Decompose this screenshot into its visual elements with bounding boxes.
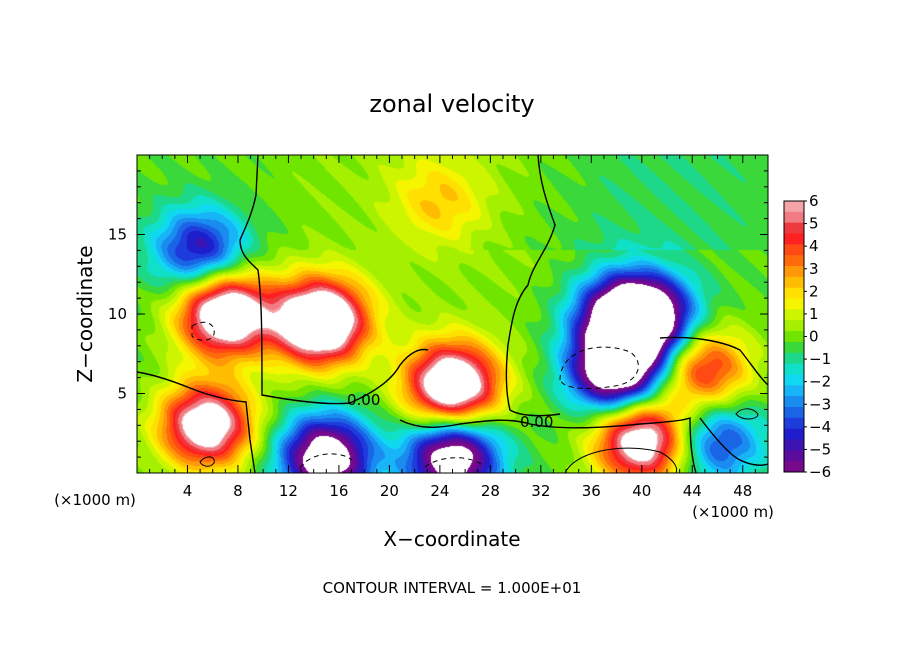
colorbar-label: −5 (809, 440, 831, 458)
zero-contour-right-lower (699, 417, 768, 466)
colorbar-segment (784, 439, 804, 451)
colorbar-label: −6 (809, 463, 831, 481)
x-tick-label: 48 (733, 482, 752, 500)
x-axis-title: X−coordinate (383, 527, 520, 551)
colorbar-label: 0 (809, 328, 819, 346)
colorbar-segment (784, 352, 804, 365)
colorbar-segment (784, 385, 804, 397)
colorbar-label: 6 (809, 192, 819, 210)
colorbar-segment (784, 406, 804, 419)
colorbar-segment (784, 298, 804, 310)
colorbar-label: 2 (809, 282, 819, 300)
dashed-contour-right (559, 346, 639, 389)
colorbar-label: 4 (809, 237, 819, 255)
zero-contour-upper-left (239, 155, 429, 405)
contour-label-2: 0.00 (520, 413, 553, 431)
colorbar-segment (784, 417, 804, 430)
x-tick-label: 20 (380, 482, 399, 500)
zero-contour-left (137, 371, 256, 473)
colorbar-segment (784, 363, 804, 375)
contour-label-1: 0.00 (347, 391, 380, 409)
y-axis-title: Z−coordinate (73, 245, 97, 382)
colorbar: 6 5 4 3 2 1 0 −1 −2 −3 −4 −5 −6 (783, 192, 831, 481)
y-axis: 5 10 15 (108, 170, 768, 458)
colorbar-segment (784, 450, 804, 462)
colorbar-segment (784, 244, 804, 256)
colorbar-segment (784, 276, 804, 289)
colorbar-segment (784, 341, 804, 354)
x-tick-label: 28 (481, 482, 500, 500)
colorbar-label: 5 (809, 215, 819, 233)
colorbar-label: 3 (809, 260, 819, 278)
zero-contour-mid-right (505, 155, 561, 417)
colorbar-segment (784, 428, 804, 440)
colorbar-segment (784, 201, 804, 213)
x-tick-label: 16 (329, 482, 348, 500)
x-tick-label: 44 (683, 482, 702, 500)
colorbar-segment (784, 255, 804, 267)
dashed-contour-left (191, 321, 215, 341)
contour-lines (137, 155, 768, 473)
x-tick-label: 24 (430, 482, 449, 500)
x-axis: 4 8 12 16 20 24 28 32 36 40 44 48 (149, 155, 756, 500)
colorbar-segment (784, 222, 804, 235)
dashed-contour-mid-left (299, 453, 353, 469)
x-axis-unit-left: (×1000 m) (54, 491, 136, 509)
zero-contour-lower (399, 416, 697, 473)
y-tick-label: 15 (108, 226, 127, 244)
solid-contour-bottom (564, 447, 678, 473)
plot-area: 0.00 0.00 (136, 154, 769, 474)
colorbar-segment (784, 461, 804, 473)
x-tick-label: 4 (183, 482, 193, 500)
colorbar-segment (784, 309, 804, 321)
colorbar-segment (784, 396, 804, 408)
zero-contour-right-upper (659, 336, 768, 386)
colorbar-segment (784, 320, 804, 332)
contour-interval-text: CONTOUR INTERVAL = 1.000E+01 (323, 579, 582, 597)
y-tick-label: 5 (117, 385, 127, 403)
colorbar-segment (784, 331, 804, 343)
x-tick-label: 32 (531, 482, 550, 500)
x-tick-label: 40 (632, 482, 651, 500)
colorbar-segment (784, 233, 804, 245)
colorbar-segment (784, 266, 804, 278)
colorbar-segment (784, 211, 804, 224)
colorbar-label: −4 (809, 418, 831, 436)
chart-title: zonal velocity (369, 90, 534, 118)
x-tick-label: 12 (279, 482, 298, 500)
x-tick-label: 36 (582, 482, 601, 500)
dashed-contour-mid (424, 457, 483, 468)
small-contour-right (735, 408, 759, 420)
heatmap-field (137, 155, 768, 473)
x-axis-unit-right: (×1000 m) (692, 503, 774, 521)
colorbar-segment (784, 374, 804, 386)
small-contour-bottom-left (199, 456, 215, 467)
colorbar-label: −3 (809, 395, 831, 413)
colorbar-segment (784, 287, 804, 300)
colorbar-label: 1 (809, 305, 819, 323)
y-tick-label: 10 (108, 305, 127, 323)
colorbar-label: −1 (809, 350, 831, 368)
colorbar-label: −2 (809, 373, 831, 391)
x-tick-label: 8 (233, 482, 243, 500)
